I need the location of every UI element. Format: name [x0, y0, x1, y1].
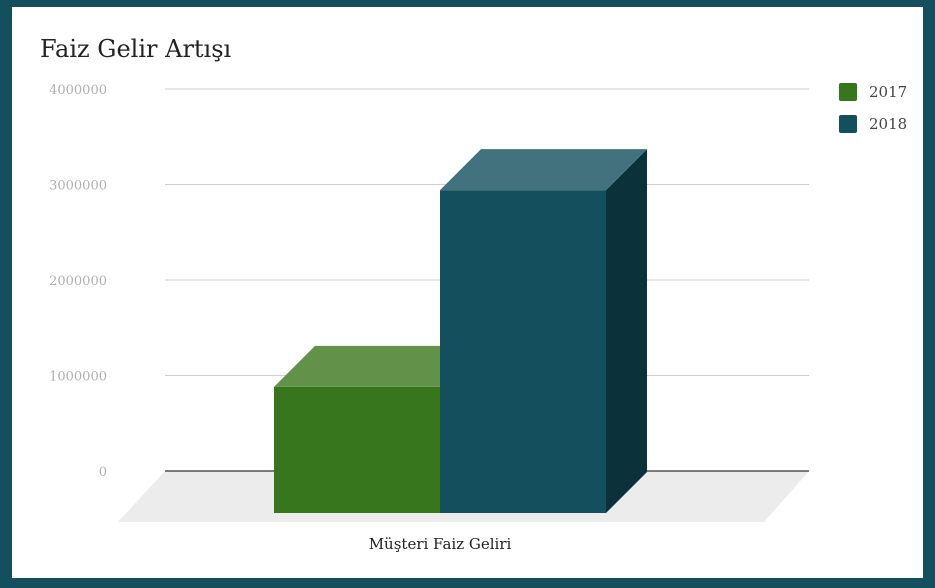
- x-category-label: Müşteri Faiz Geliri: [369, 535, 512, 553]
- x-axis-categories: Müşteri Faiz Geliri: [369, 535, 512, 553]
- legend-item-2018[interactable]: 2018: [839, 115, 907, 133]
- y-tick-label: 2000000: [49, 274, 107, 289]
- y-tick-label: 0: [99, 465, 107, 480]
- chart-canvas: Faiz Gelir Artışı 0 1000000 2000000 3000000…: [40, 35, 907, 553]
- chart-title: Faiz Gelir Artışı: [40, 35, 232, 63]
- bar-side-face: [606, 149, 647, 514]
- chart-frame: Faiz Gelir Artışı 0 1000000 2000000 3000000…: [12, 7, 923, 578]
- bars: [274, 149, 647, 514]
- legend-swatch: [839, 115, 857, 133]
- y-tick-label: 1000000: [49, 370, 107, 385]
- legend[interactable]: 2017 2018: [839, 83, 907, 133]
- bar-2017[interactable]: [274, 345, 481, 513]
- bar-top-face: [274, 345, 481, 387]
- legend-label: 2018: [869, 115, 907, 133]
- y-tick-label: 4000000: [49, 83, 107, 98]
- bar-2018[interactable]: [440, 149, 647, 514]
- legend-label: 2017: [869, 83, 907, 101]
- bar-front-face: [274, 386, 440, 513]
- y-tick-label: 3000000: [49, 179, 107, 194]
- legend-item-2017[interactable]: 2017: [839, 83, 907, 101]
- legend-swatch: [839, 83, 857, 101]
- bar-front-face: [440, 190, 606, 514]
- y-axis-ticks: 0 1000000 2000000 3000000 4000000: [49, 83, 107, 480]
- bar-top-face: [440, 149, 647, 191]
